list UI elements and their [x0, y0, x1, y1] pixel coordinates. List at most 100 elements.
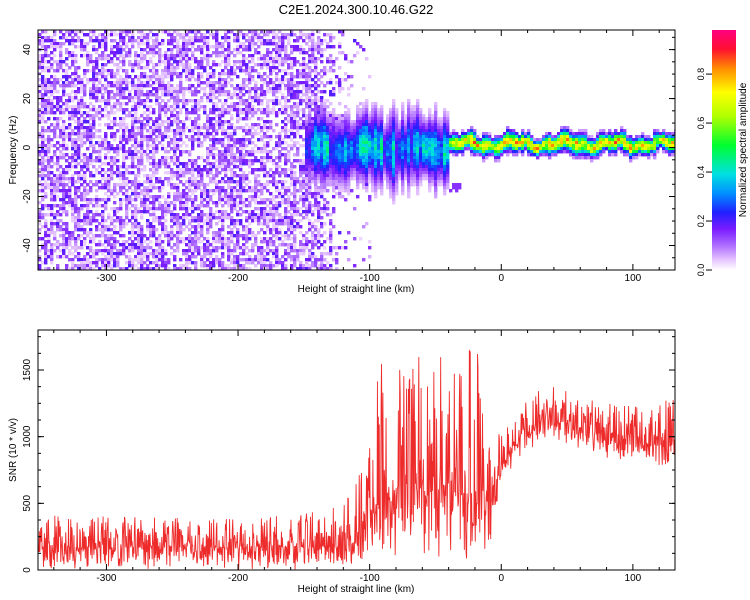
heatmap-cell — [329, 156, 333, 160]
heatmap-cell — [119, 186, 123, 190]
heatmap-cell — [95, 150, 99, 154]
heatmap-cell — [242, 102, 246, 106]
heatmap-cell — [176, 39, 180, 43]
heatmap-cell — [320, 141, 324, 145]
heatmap-cell — [134, 54, 138, 58]
heatmap-cell — [191, 42, 195, 46]
heatmap-cell — [83, 48, 87, 52]
heatmap-cell — [203, 195, 207, 199]
heatmap-cell — [212, 123, 216, 127]
heatmap-cell — [95, 66, 99, 70]
heatmap-cell — [182, 216, 186, 220]
heatmap-cell — [110, 237, 114, 241]
heatmap-cell — [254, 183, 258, 187]
heatmap-cell — [224, 156, 228, 160]
heatmap-cell — [155, 237, 159, 241]
heatmap-cell — [212, 258, 216, 262]
heatmap-cell — [80, 90, 84, 94]
heatmap-cell — [188, 78, 192, 82]
heatmap-cell — [230, 234, 234, 238]
heatmap-cell — [254, 207, 258, 211]
heatmap-cell — [182, 126, 186, 130]
heatmap-cell — [275, 210, 279, 214]
heatmap-cell — [329, 267, 333, 270]
heatmap-cell — [329, 93, 333, 97]
heatmap-cell — [158, 141, 162, 145]
heatmap-cell — [215, 240, 219, 244]
heatmap-cell — [110, 222, 114, 226]
heatmap-cell — [281, 183, 285, 187]
heatmap-cell — [149, 75, 153, 79]
heatmap-cell — [320, 102, 324, 106]
heatmap-cell — [140, 132, 144, 136]
heatmap-cell — [134, 105, 138, 109]
heatmap-cell — [65, 75, 69, 79]
heatmap-cell — [182, 240, 186, 244]
heatmap-cell — [68, 135, 72, 139]
heatmap-cell — [149, 48, 153, 52]
heatmap-cell — [137, 129, 141, 133]
heatmap-cell — [137, 45, 141, 49]
heatmap-cell — [275, 57, 279, 61]
heatmap-cell — [206, 30, 210, 34]
heatmap-cell — [263, 144, 267, 148]
heatmap-cell — [179, 231, 183, 235]
heatmap-cell — [101, 264, 105, 268]
heatmap-cell — [56, 243, 60, 247]
heatmap-cell — [86, 204, 90, 208]
heatmap-cell — [80, 225, 84, 229]
heatmap-cell — [80, 243, 84, 247]
heatmap-cell — [110, 48, 114, 52]
heatmap-cell — [290, 129, 294, 133]
heatmap-cell — [329, 132, 333, 136]
heatmap-cell — [110, 252, 114, 256]
heatmap-cell — [53, 45, 57, 49]
heatmap-cell — [299, 45, 303, 49]
heatmap-cell — [206, 267, 210, 270]
heatmap-cell — [173, 93, 177, 97]
heatmap-cell — [269, 135, 273, 139]
heatmap-cell — [131, 234, 135, 238]
heatmap-cell — [170, 213, 174, 217]
heatmap-cell — [299, 207, 303, 211]
heatmap-cell — [302, 243, 306, 247]
heatmap-cell — [170, 51, 174, 55]
heatmap-cell — [116, 123, 120, 127]
heatmap-cell — [125, 165, 129, 169]
heatmap-cell — [233, 153, 237, 157]
heatmap-cell — [95, 39, 99, 43]
heatmap-cell — [92, 39, 96, 43]
heatmap-cell — [203, 243, 207, 247]
heatmap-cell — [245, 258, 249, 262]
heatmap-cell — [272, 63, 276, 67]
heatmap-cell — [155, 96, 159, 100]
heatmap-cell — [296, 45, 300, 49]
heatmap-cell — [110, 105, 114, 109]
heatmap-cell — [278, 144, 282, 148]
heatmap-cell — [185, 69, 189, 73]
heatmap-cell — [44, 183, 48, 187]
heatmap-cell — [326, 252, 330, 256]
heatmap-cell — [230, 78, 234, 82]
heatmap-cell — [191, 231, 195, 235]
heatmap-cell — [206, 168, 210, 172]
heatmap-cell — [242, 111, 246, 115]
heatmap-cell — [86, 165, 90, 169]
heatmap-cell — [161, 186, 165, 190]
heatmap-cell — [311, 150, 315, 154]
heatmap-cell — [203, 264, 207, 268]
heatmap-cell — [218, 201, 222, 205]
heatmap-cell — [53, 60, 57, 64]
heatmap-cell — [98, 213, 102, 217]
heatmap-cell — [284, 84, 288, 88]
heatmap-cell — [104, 75, 108, 79]
heatmap-cell — [83, 174, 87, 178]
heatmap-cell — [221, 42, 225, 46]
heatmap-cell — [59, 180, 63, 184]
heatmap-cell — [62, 33, 66, 37]
heatmap-cell — [323, 159, 327, 163]
heatmap-cell — [215, 138, 219, 142]
heatmap-cell — [53, 195, 57, 199]
heatmap-cell — [296, 201, 300, 205]
heatmap-cell — [329, 153, 333, 157]
